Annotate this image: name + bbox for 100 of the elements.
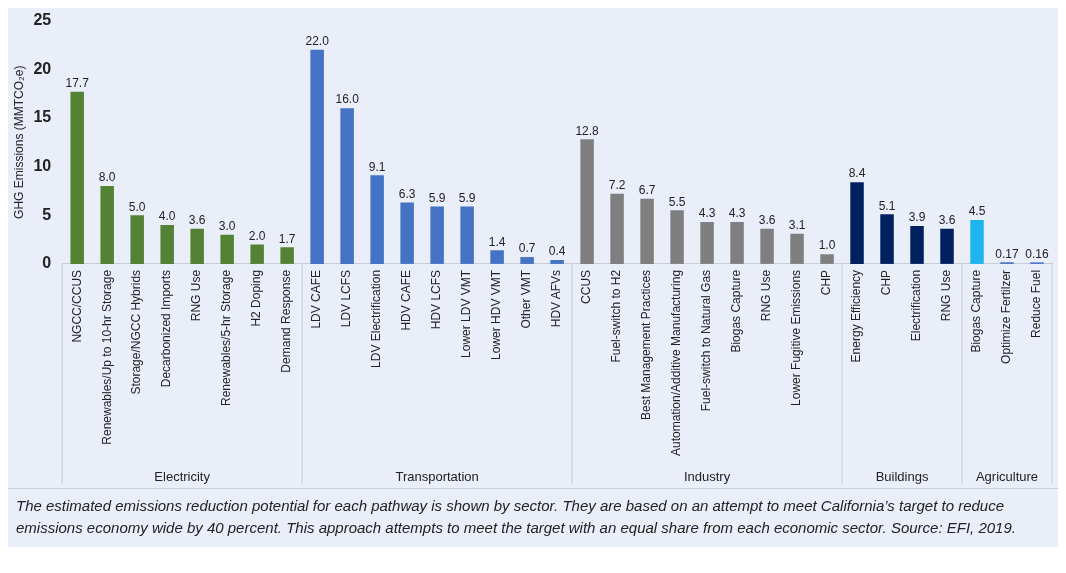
x-tick-label: CCUS xyxy=(579,269,594,304)
y-tick-label: 10 xyxy=(33,156,52,174)
bar xyxy=(460,206,474,264)
bar xyxy=(70,91,84,264)
data-label: 3.9 xyxy=(908,210,926,225)
data-label: 22.0 xyxy=(305,34,330,49)
x-tick-label: H2 Doping xyxy=(249,269,264,327)
bar xyxy=(250,244,264,264)
y-tick-label: 0 xyxy=(42,254,52,272)
bar xyxy=(490,250,504,264)
x-tick-label: RNG Use xyxy=(189,269,204,322)
bar xyxy=(280,247,294,264)
x-tick-label: Best Management Practices xyxy=(639,269,654,420)
x-tick-label: RNG Use xyxy=(939,269,954,322)
x-tick-label: Biogas Capture xyxy=(969,269,984,353)
data-label: 3.0 xyxy=(218,219,236,234)
bar xyxy=(760,228,774,264)
x-tick-label: CHP xyxy=(879,269,894,296)
bar xyxy=(880,214,894,264)
data-label: 6.3 xyxy=(398,186,416,201)
x-tick-label: HDV CAFE xyxy=(399,269,414,331)
text: Transportation xyxy=(395,469,479,485)
bar xyxy=(520,257,534,264)
x-tick-label: NGCC/CCUS xyxy=(69,269,84,343)
bar xyxy=(550,260,564,264)
data-label: 8.4 xyxy=(848,166,866,181)
x-tick-label: CHP xyxy=(819,269,834,296)
y-tick-label: 15 xyxy=(33,108,52,126)
data-label: 3.6 xyxy=(188,213,206,228)
x-tick-label: HDV LCFS xyxy=(429,269,444,330)
data-label: 9.1 xyxy=(368,159,386,174)
data-label: 0.16 xyxy=(1025,246,1049,261)
data-label: 3.6 xyxy=(758,213,776,228)
data-label: 2.0 xyxy=(248,228,266,243)
data-label: 12.8 xyxy=(575,123,600,138)
text: Industry xyxy=(683,469,731,485)
data-label: 1.0 xyxy=(818,238,836,253)
x-tick-label: Electrification xyxy=(909,269,924,342)
x-tick-label: Fuel-switch to H2 xyxy=(609,269,624,363)
data-label: 0.4 xyxy=(548,244,566,259)
x-tick-label: Optimize Fertilzer xyxy=(999,269,1014,364)
bar xyxy=(220,234,234,264)
data-label: 8.0 xyxy=(98,170,116,185)
bar xyxy=(850,182,864,264)
bar xyxy=(940,228,954,264)
data-label: 5.1 xyxy=(878,198,896,213)
x-tick-label: Fuel-switch to Natural Gas xyxy=(699,269,714,412)
bar xyxy=(400,202,414,264)
x-tick-label: Automation/Additive Manufacturing xyxy=(669,269,684,456)
data-label: 17.7 xyxy=(65,75,90,90)
bar xyxy=(910,225,924,264)
y-tick-label: 25 xyxy=(33,11,52,29)
data-label: 6.7 xyxy=(638,183,656,197)
data-label: 5.9 xyxy=(458,190,476,205)
bar xyxy=(640,198,654,264)
x-tick-label: Lower LDV VMT xyxy=(459,269,474,358)
x-tick-label: Renewables/5-hr Storage xyxy=(219,269,234,406)
data-label: 7.2 xyxy=(608,178,626,193)
x-tick-label: Renewables/Up to 10-hr Storage xyxy=(99,269,114,445)
x-tick-label: Biogas Capture xyxy=(729,269,744,353)
y-tick-label: 20 xyxy=(33,59,52,77)
data-label: 1.7 xyxy=(278,231,296,246)
data-label: 5.0 xyxy=(128,199,146,214)
text: Buildings xyxy=(875,469,929,485)
bar xyxy=(730,222,744,264)
bar xyxy=(130,215,144,264)
data-label: 16.0 xyxy=(335,92,360,107)
x-tick-label: LDV CAFE xyxy=(309,269,324,329)
bar xyxy=(430,206,444,264)
data-label: 1.4 xyxy=(488,234,506,249)
x-tick-label: LDV Electrification xyxy=(369,269,384,368)
data-label: 4.3 xyxy=(698,206,716,221)
bar xyxy=(160,224,174,264)
x-tick-label: Decarbonized Imports xyxy=(159,269,174,388)
bar xyxy=(970,220,984,264)
x-tick-label: Lower HDV VMT xyxy=(489,269,504,360)
data-label: 4.3 xyxy=(728,206,746,221)
x-tick-label: Energy Efficiency xyxy=(849,269,864,363)
data-label: 3.1 xyxy=(788,218,806,233)
data-label: 5.9 xyxy=(428,190,446,205)
x-tick-label: Other VMT xyxy=(519,269,534,329)
text: The estimated emissions reduction potential for each pathway is shown by sector. They are based on an attempt to meet California’s target to reduce emissions economy wide by 40 percent. This approach attempts to meet the target with an equal share from each economic sector. Source: EFI, 2019. xyxy=(8,488,1058,547)
data-label: 4.5 xyxy=(968,204,986,219)
text: Electricity xyxy=(154,469,211,485)
data-label: 3.6 xyxy=(938,213,956,228)
x-tick-label: LDV LCFS xyxy=(339,269,354,328)
y-tick-label: 5 xyxy=(42,205,52,223)
y-axis-title: GHG Emissions (MMTCO₂e) xyxy=(11,65,26,219)
x-tick-label: HDV AFVs xyxy=(549,269,564,328)
data-label: 0.7 xyxy=(518,241,536,256)
bar xyxy=(340,108,354,264)
x-tick-label: Storage/NGCC Hybrids xyxy=(129,269,144,395)
data-label: 0.17 xyxy=(995,246,1020,261)
data-label: 5.5 xyxy=(668,194,686,209)
x-tick-label: Reduce Fuel xyxy=(1029,269,1044,338)
x-tick-label: RNG Use xyxy=(759,269,774,322)
bar xyxy=(190,228,204,264)
bar xyxy=(370,175,384,264)
bar xyxy=(790,233,804,264)
bar xyxy=(310,49,324,264)
